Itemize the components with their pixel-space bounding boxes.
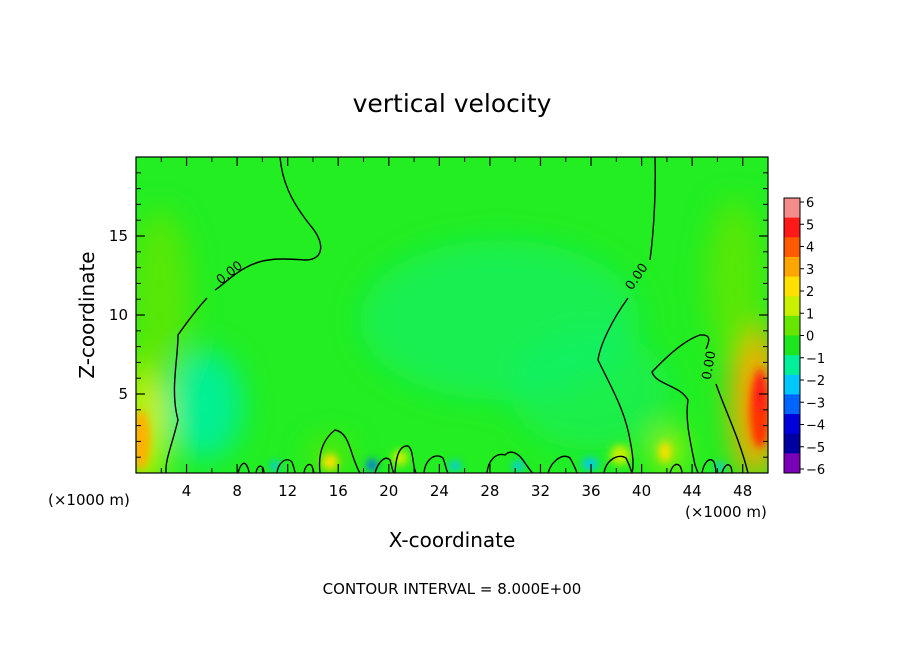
colorbar-swatch	[784, 335, 800, 356]
colorbar-swatch	[784, 198, 800, 219]
colorbar-swatch	[784, 414, 800, 435]
x-tick-label: 16	[329, 482, 348, 500]
colorbar-swatch	[784, 374, 800, 395]
colorbar-level-label: 6	[806, 196, 814, 211]
colorbar-swatch	[784, 315, 800, 336]
x-tick-label: 4	[182, 482, 192, 500]
colorbar-level-label: 1	[806, 307, 814, 322]
x-axis-ticks: 4 8 12 16 20 24 28 32 36 40 44 48	[160, 157, 752, 500]
colorbar-swatch	[784, 453, 800, 474]
y-tick-label: 15	[109, 227, 128, 245]
colorbar: 6 5 4 3 2 1 0 −1 −2 −3 −4 −5 −6	[783, 196, 825, 478]
contour-interval-note: CONTOUR INTERVAL = 8.000E+00	[323, 580, 582, 598]
colorbar-swatch	[784, 256, 800, 278]
colorbar-level-label: −3	[806, 396, 825, 411]
colorbar-level-label: −5	[806, 441, 825, 456]
x-tick-label: 24	[430, 482, 449, 500]
colorbar-swatch	[784, 296, 800, 317]
colorbar-level-label: 4	[806, 241, 814, 256]
x-tick-label: 36	[581, 482, 600, 500]
colorbar-swatch	[784, 355, 800, 376]
chart-title: vertical velocity	[353, 89, 552, 118]
x-tick-label: 32	[531, 482, 550, 500]
y-tick-label: 10	[109, 306, 128, 324]
colorbar-swatch	[784, 237, 800, 258]
x-tick-label: 12	[278, 482, 297, 500]
x-unit-label-left: (×1000 m)	[48, 491, 130, 509]
y-tick-label: 5	[118, 385, 128, 403]
colorbar-level-label: 3	[806, 263, 814, 278]
x-tick-label: 48	[733, 482, 752, 500]
velocity-field	[136, 157, 768, 473]
x-tick-label: 28	[480, 482, 499, 500]
x-tick-label: 40	[632, 482, 651, 500]
colorbar-level-label: 5	[806, 218, 814, 233]
colorbar-level-label: −6	[806, 463, 825, 478]
x-tick-label: 8	[232, 482, 242, 500]
colorbar-level-label: −2	[806, 374, 825, 389]
colorbar-swatch	[784, 433, 800, 454]
y-axis-ticks: 5 10 15	[109, 172, 768, 458]
colorbar-level-label: −4	[806, 419, 825, 434]
colorbar-swatch	[784, 276, 800, 297]
y-axis-label: Z-coordinate	[75, 251, 99, 378]
x-tick-label: 44	[683, 482, 702, 500]
colorbar-swatch	[784, 394, 800, 415]
colorbar-swatch	[784, 217, 800, 238]
contour-label: 0.00	[700, 350, 720, 381]
x-tick-label: 20	[379, 482, 398, 500]
x-axis-label: X-coordinate	[389, 528, 516, 552]
zero-contours	[165, 157, 749, 473]
colorbar-level-label: 2	[806, 285, 814, 300]
colorbar-level-label: −1	[806, 352, 825, 367]
colorbar-level-label: 0	[806, 330, 814, 345]
x-unit-label-right: (×1000 m)	[685, 503, 767, 521]
